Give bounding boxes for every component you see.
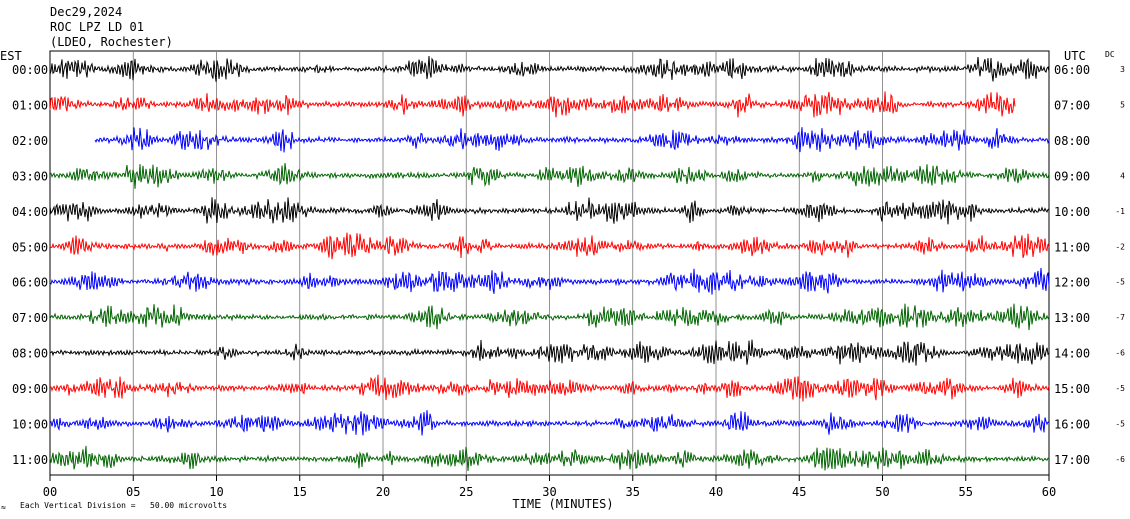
est-hour-label: 11:00 bbox=[12, 453, 48, 467]
utc-hour-label: 06:00 bbox=[1054, 63, 1090, 77]
utc-hour-label: 09:00 bbox=[1054, 169, 1090, 183]
est-hour-label: 00:00 bbox=[12, 63, 48, 77]
utc-hour-label: 12:00 bbox=[1054, 276, 1090, 290]
est-hour-label: 07:00 bbox=[12, 311, 48, 325]
dc-label: DC bbox=[1105, 50, 1115, 59]
x-tick-label: 45 bbox=[792, 485, 806, 499]
utc-hour-label: 14:00 bbox=[1054, 347, 1090, 361]
seismogram-trace bbox=[49, 232, 1050, 260]
x-tick-label: 40 bbox=[709, 485, 723, 499]
trace-area bbox=[49, 55, 1050, 472]
utc-hour-label: 07:00 bbox=[1054, 98, 1090, 112]
chart-header: Dec29,2024 ROC LPZ LD 01 (LDEO, Rocheste… bbox=[50, 5, 173, 49]
corner-mark: ≈ bbox=[1, 503, 6, 512]
est-hour-label: 06:00 bbox=[12, 276, 48, 290]
est-hour-label: 10:00 bbox=[12, 418, 48, 432]
seismogram-trace bbox=[49, 91, 1016, 118]
est-hour-labels: 00:00 01:00 02:00 03:00 04:00 05:00 06:00 07:00… bbox=[12, 63, 48, 467]
chart-grid bbox=[49, 50, 1050, 476]
x-tick-label: 50 bbox=[875, 485, 889, 499]
est-hour-label: 04:00 bbox=[12, 205, 48, 219]
dc-offset-value: 5 bbox=[1120, 100, 1125, 109]
est-hour-label: 03:00 bbox=[12, 169, 48, 183]
x-tick-label: 60 bbox=[1042, 485, 1056, 499]
utc-hour-label: 17:00 bbox=[1054, 453, 1090, 467]
est-hour-label: 08:00 bbox=[12, 347, 48, 361]
seismogram-trace bbox=[49, 55, 1050, 82]
seismogram-trace bbox=[49, 374, 1050, 402]
dc-offset-value: -5 bbox=[1115, 384, 1125, 393]
x-axis-label: TIME (MINUTES) bbox=[512, 497, 613, 511]
x-tick-label: 30 bbox=[542, 485, 556, 499]
dc-offset-value: -6 bbox=[1115, 349, 1125, 358]
scale-note: Each Vertical Division = 50.00 microvolt… bbox=[20, 501, 227, 510]
seismogram-trace bbox=[49, 339, 1050, 366]
dc-offset-value: -6 bbox=[1115, 455, 1125, 464]
seismogram-trace bbox=[49, 410, 1050, 436]
chart-date: Dec29,2024 bbox=[50, 5, 122, 19]
seismogram-trace bbox=[49, 267, 1050, 295]
seismogram-trace bbox=[49, 445, 1049, 472]
dc-offset-value: -7 bbox=[1115, 313, 1125, 322]
x-tick-label: 25 bbox=[459, 485, 473, 499]
seismogram-trace bbox=[94, 127, 1050, 153]
utc-hour-label: 08:00 bbox=[1054, 134, 1090, 148]
dc-offset-value: -2 bbox=[1115, 242, 1125, 251]
x-tick-label: 00 bbox=[43, 485, 57, 499]
x-tick-label: 35 bbox=[626, 485, 640, 499]
x-tick-label: 55 bbox=[959, 485, 973, 499]
seismogram-trace bbox=[49, 162, 1050, 189]
est-hour-label: 02:00 bbox=[12, 134, 48, 148]
utc-hour-label: 15:00 bbox=[1054, 382, 1090, 396]
x-tick-label: 15 bbox=[293, 485, 307, 499]
chart-station: ROC LPZ LD 01 bbox=[50, 20, 144, 34]
utc-hour-labels: 06:00 07:00 08:00 09:00 10:00 11:00 12:00 13:00… bbox=[1054, 63, 1090, 467]
est-hour-label: 09:00 bbox=[12, 382, 48, 396]
x-tick-label: 10 bbox=[209, 485, 223, 499]
dc-offset-value: 4 bbox=[1120, 171, 1125, 180]
seismogram-trace bbox=[49, 303, 1050, 331]
dc-offset-value: -5 bbox=[1115, 420, 1125, 429]
seismogram-trace bbox=[49, 197, 1050, 225]
est-hour-label: 01:00 bbox=[12, 98, 48, 112]
utc-hour-label: 11:00 bbox=[1054, 240, 1090, 254]
dc-offset-value: -1 bbox=[1115, 207, 1125, 216]
dc-offset-value: 3 bbox=[1120, 65, 1125, 74]
utc-hour-label: 10:00 bbox=[1054, 205, 1090, 219]
left-axis-label: EST bbox=[0, 49, 22, 63]
est-hour-label: 05:00 bbox=[12, 240, 48, 254]
dc-offset-labels: 3 5 4 -1 -2 -5 -7 -6 -5 -5 -6 bbox=[1115, 65, 1125, 464]
dc-offset-value: -5 bbox=[1115, 278, 1125, 287]
chart-network: (LDEO, Rochester) bbox=[50, 35, 173, 49]
x-axis-ticks: 00 05 10 15 20 25 30 35 40 45 50 55 60 bbox=[43, 475, 1056, 499]
x-tick-label: 05 bbox=[126, 485, 140, 499]
utc-hour-label: 13:00 bbox=[1054, 311, 1090, 325]
right-axis-label: UTC bbox=[1064, 49, 1086, 63]
utc-hour-label: 16:00 bbox=[1054, 418, 1090, 432]
x-tick-label: 20 bbox=[376, 485, 390, 499]
